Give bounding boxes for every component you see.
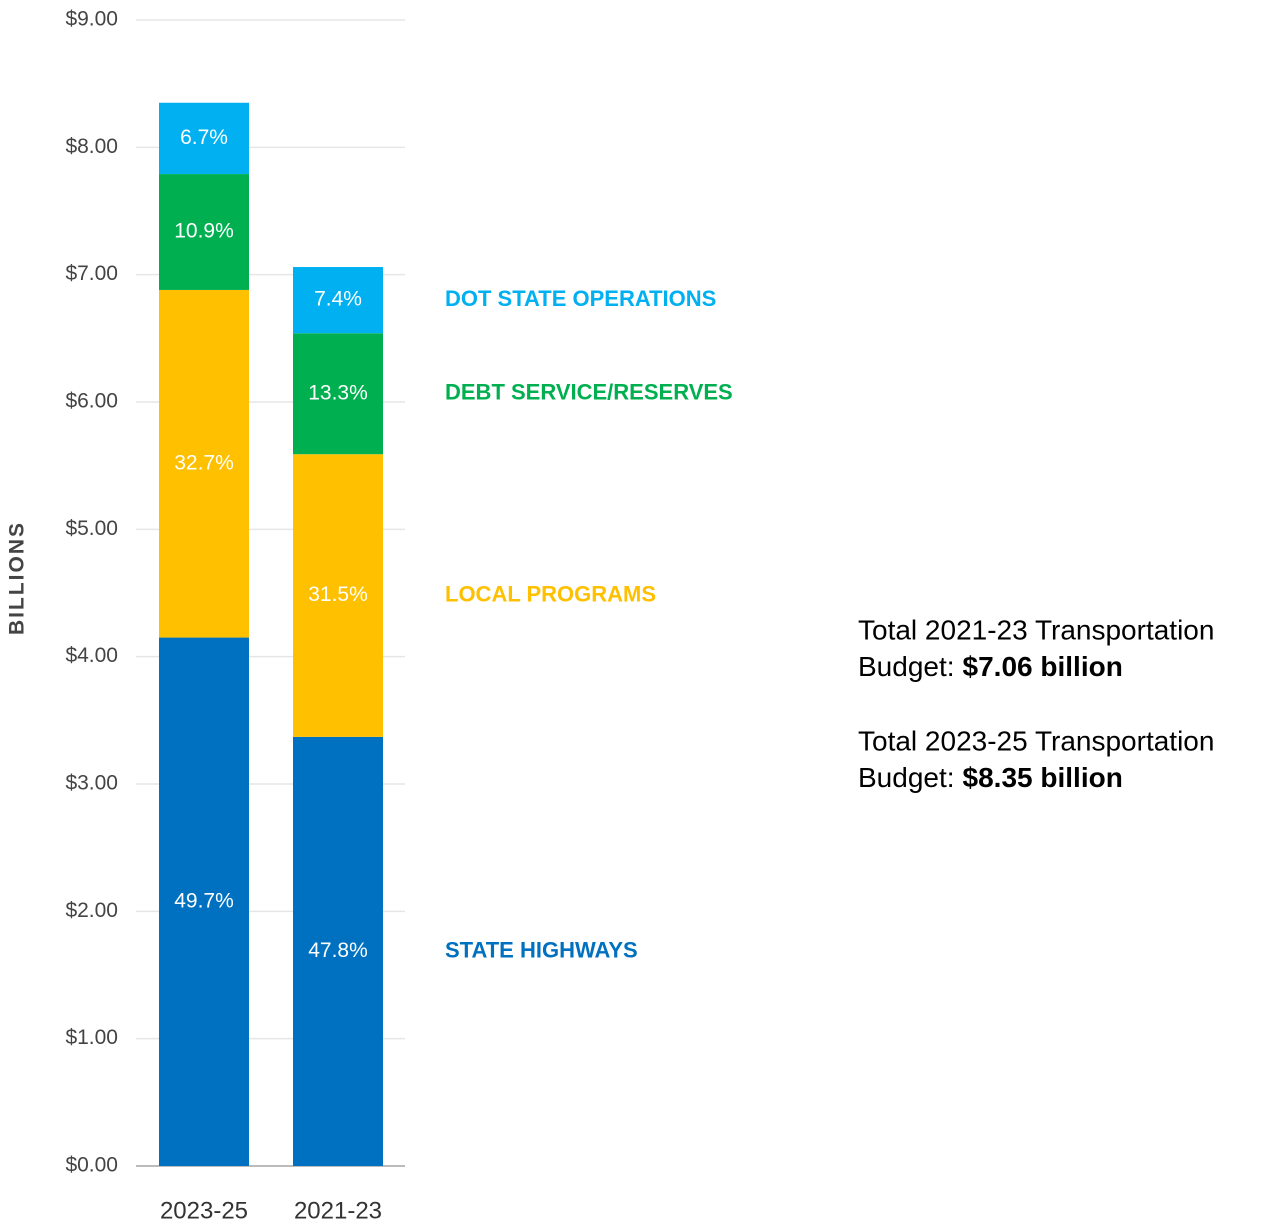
x-tick-label: 2023-25: [160, 1197, 248, 1224]
bar-segment: [159, 102, 249, 175]
legend-label: DOT STATE OPERATIONS: [445, 286, 716, 311]
bar-segment: [293, 454, 383, 737]
annotation-text: Budget:: [858, 762, 955, 793]
legend-label: STATE HIGHWAYS: [445, 937, 638, 962]
data-label: 49.7%: [174, 889, 234, 912]
bar-segment: [159, 289, 249, 638]
x-tick-label: 2021-23: [294, 1197, 382, 1224]
y-tick-label: $4.00: [65, 644, 118, 667]
legend-label: DEBT SERVICE/RESERVES: [445, 380, 733, 405]
annotation-emphasis: $8.35 billion: [963, 762, 1123, 793]
annotation-line: Total 2021-23 Transportation: [858, 614, 1214, 645]
y-tick-label: $5.00: [65, 517, 118, 540]
y-axis-label: BILLIONS: [6, 521, 29, 635]
annotation-emphasis: $7.06 billion: [963, 651, 1123, 682]
data-label: 13.3%: [308, 381, 368, 404]
y-tick-label: $9.00: [65, 8, 118, 31]
legend-label: LOCAL PROGRAMS: [445, 581, 656, 606]
y-tick-label: $7.00: [65, 262, 118, 285]
annotation-line: Budget: $7.06 billion: [858, 651, 1123, 682]
annotation-text: Budget:: [858, 651, 955, 682]
annotation-line: Budget: $8.35 billion: [858, 762, 1123, 793]
y-tick-label: $2.00: [65, 899, 118, 922]
y-tick-label: $1.00: [65, 1026, 118, 1049]
data-label: 47.8%: [308, 939, 368, 962]
bar-segment: [159, 174, 249, 290]
y-tick-label: $6.00: [65, 390, 118, 413]
y-tick-label: $8.00: [65, 135, 118, 158]
bar-segment: [293, 736, 383, 1166]
data-label: 10.9%: [174, 220, 234, 243]
annotation-line: Total 2023-25 Transportation: [858, 725, 1214, 756]
data-label: 6.7%: [180, 126, 228, 149]
y-tick-label: $0.00: [65, 1154, 118, 1177]
data-label: 31.5%: [308, 583, 368, 606]
y-tick-label: $3.00: [65, 772, 118, 795]
data-label: 7.4%: [314, 288, 362, 311]
bar-segment: [293, 267, 383, 334]
bar-segment: [159, 637, 249, 1166]
bar-segment: [293, 333, 383, 455]
data-label: 32.7%: [174, 451, 234, 474]
